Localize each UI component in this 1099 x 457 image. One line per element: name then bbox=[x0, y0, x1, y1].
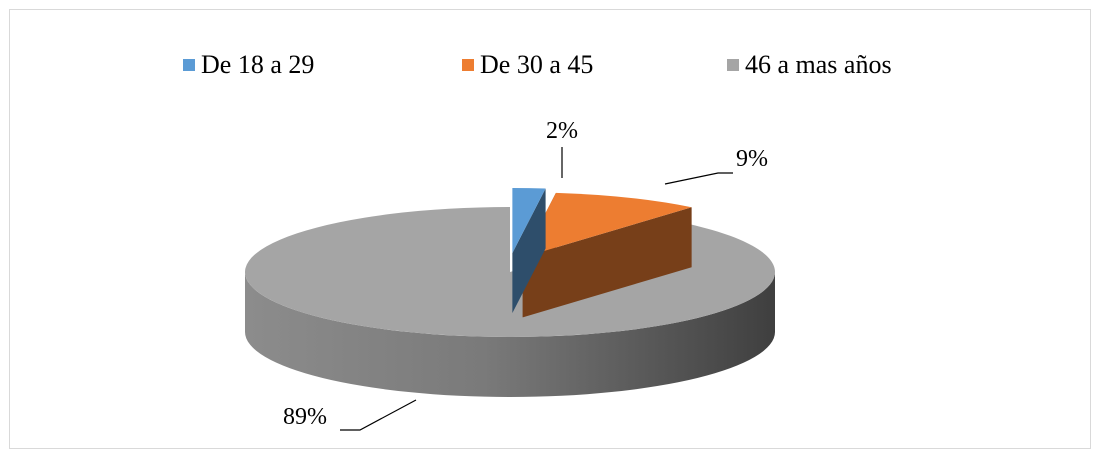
data-label-2: 89% bbox=[283, 404, 327, 430]
leader-line-1 bbox=[664, 172, 733, 185]
legend-item-46-plus: 46 a mas años bbox=[727, 50, 892, 80]
data-label-0: 2% bbox=[546, 118, 578, 144]
pie-slice-0 bbox=[512, 188, 546, 314]
pie-slice-2 bbox=[244, 207, 776, 397]
chart-frame bbox=[9, 9, 1091, 449]
legend-label-46-plus: 46 a mas años bbox=[745, 50, 892, 79]
legend-label-30-45: De 30 a 45 bbox=[480, 50, 594, 79]
leader-line-2 bbox=[340, 399, 417, 431]
data-label-1: 9% bbox=[736, 146, 768, 172]
chart-legend: De 18 a 29 De 30 a 45 46 a mas años bbox=[0, 50, 1099, 90]
legend-label-18-29: De 18 a 29 bbox=[201, 50, 315, 79]
legend-item-18-29: De 18 a 29 bbox=[183, 50, 314, 80]
legend-swatch-46-plus bbox=[727, 59, 739, 71]
legend-swatch-30-45 bbox=[462, 59, 474, 71]
legend-swatch-18-29 bbox=[183, 59, 195, 71]
legend-item-30-45: De 30 a 45 bbox=[462, 50, 593, 80]
